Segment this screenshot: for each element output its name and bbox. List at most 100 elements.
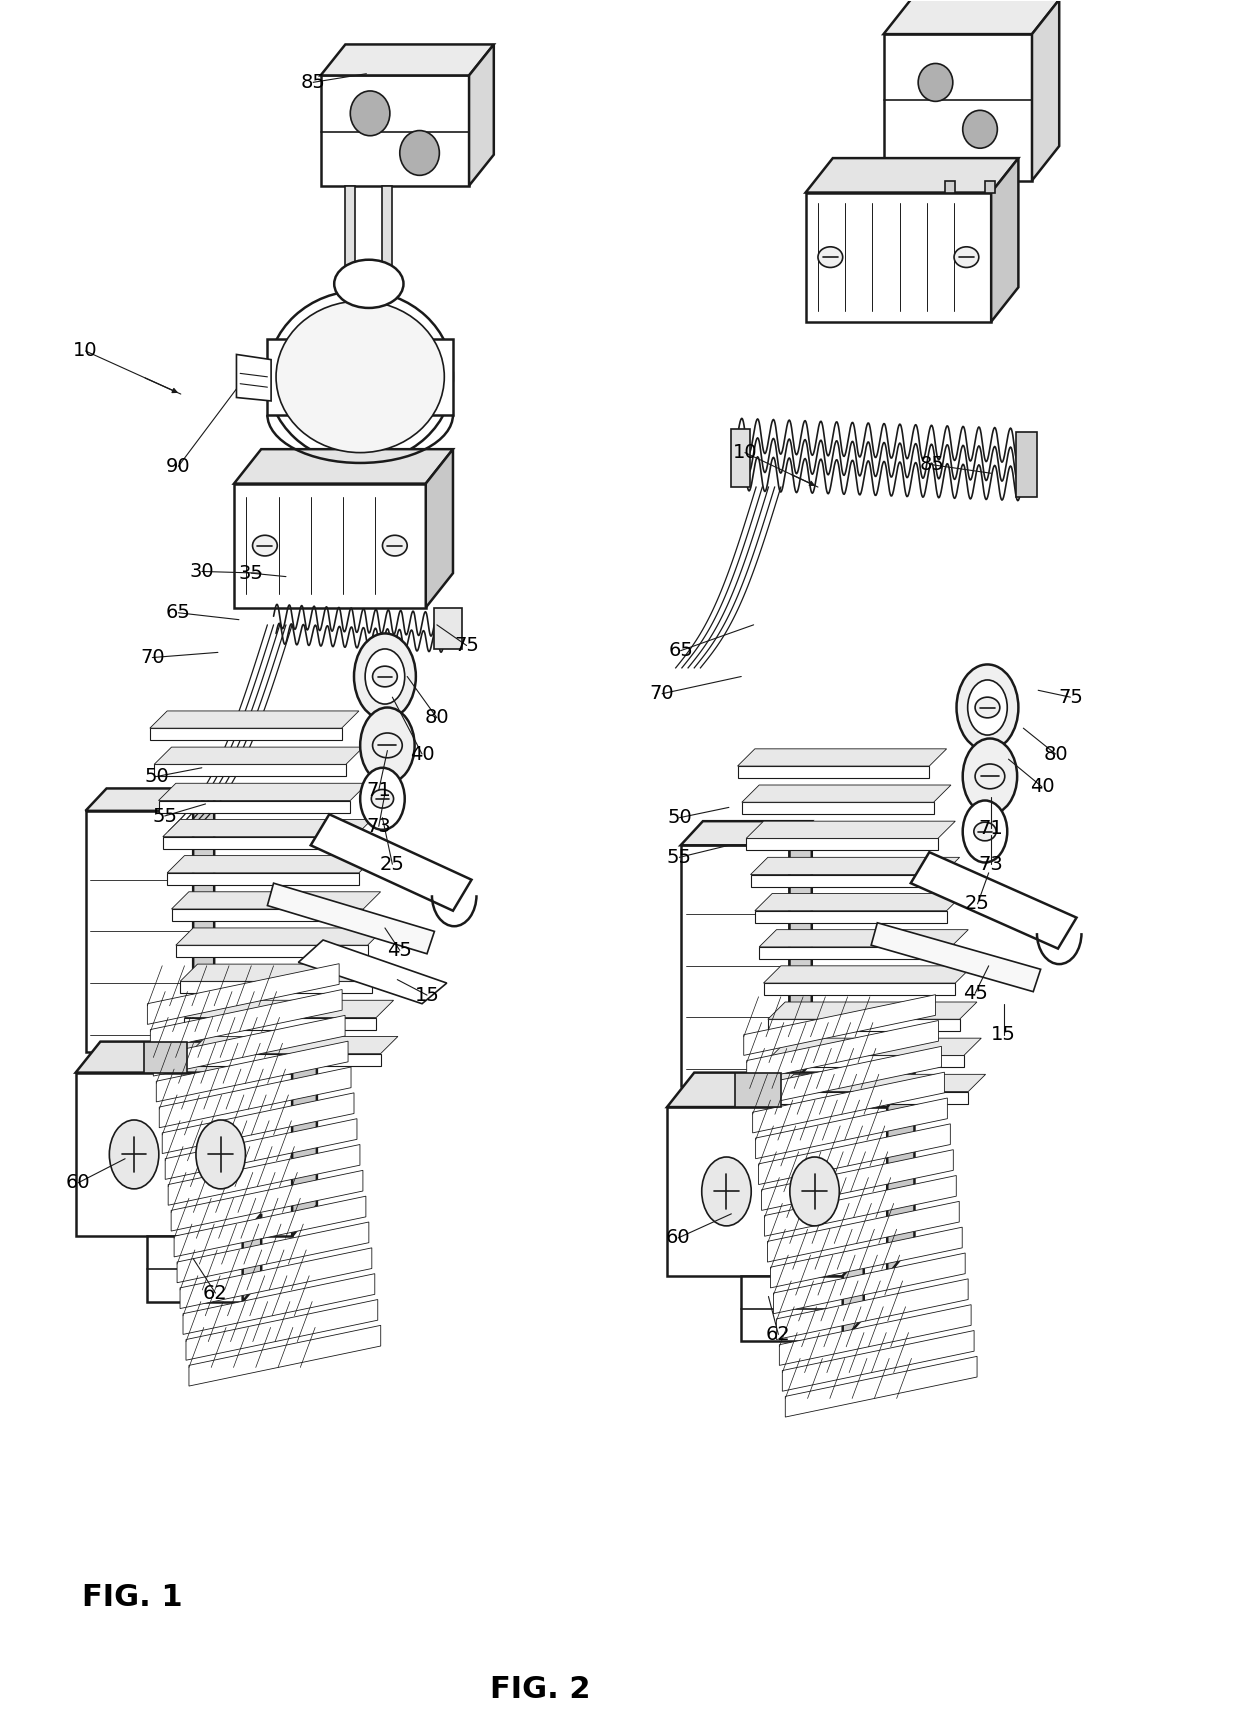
Ellipse shape (790, 1157, 839, 1226)
Polygon shape (165, 1120, 357, 1180)
Polygon shape (755, 894, 963, 911)
Polygon shape (759, 930, 968, 947)
Polygon shape (345, 186, 355, 293)
Polygon shape (991, 159, 1018, 323)
Polygon shape (742, 802, 934, 814)
Polygon shape (755, 1099, 947, 1159)
Ellipse shape (975, 764, 1004, 788)
Polygon shape (434, 607, 461, 649)
Ellipse shape (268, 292, 453, 462)
Polygon shape (910, 852, 1076, 949)
Polygon shape (180, 964, 389, 982)
Polygon shape (785, 1356, 977, 1416)
Text: 60: 60 (666, 1228, 691, 1247)
Text: 90: 90 (166, 457, 191, 476)
Polygon shape (776, 1278, 968, 1340)
Polygon shape (806, 159, 1018, 193)
Text: 65: 65 (166, 604, 191, 623)
Polygon shape (154, 747, 363, 764)
Polygon shape (750, 1047, 941, 1107)
Ellipse shape (350, 91, 389, 136)
Text: 50: 50 (145, 768, 170, 787)
Polygon shape (746, 1021, 939, 1082)
Polygon shape (293, 1042, 317, 1237)
Text: 70: 70 (650, 685, 675, 704)
Text: 75: 75 (454, 637, 479, 656)
Text: 80: 80 (1043, 745, 1068, 764)
Ellipse shape (918, 64, 952, 102)
Polygon shape (425, 448, 453, 607)
Polygon shape (156, 1042, 348, 1102)
Text: 62: 62 (766, 1325, 791, 1344)
Ellipse shape (360, 707, 414, 783)
Polygon shape (186, 1299, 378, 1361)
Polygon shape (884, 34, 1032, 181)
Text: 50: 50 (667, 809, 692, 828)
Polygon shape (171, 909, 363, 921)
Polygon shape (768, 1019, 960, 1032)
Text: 85: 85 (919, 455, 944, 474)
Polygon shape (321, 45, 494, 76)
Polygon shape (761, 1149, 954, 1211)
Text: 80: 80 (424, 709, 449, 728)
Ellipse shape (253, 535, 278, 555)
Polygon shape (884, 0, 1059, 34)
Polygon shape (744, 995, 935, 1056)
Text: 30: 30 (190, 562, 215, 581)
Polygon shape (180, 1247, 372, 1309)
Polygon shape (945, 181, 955, 193)
Text: 73: 73 (978, 854, 1003, 875)
Polygon shape (174, 1195, 366, 1258)
Polygon shape (193, 788, 215, 1052)
Ellipse shape (956, 664, 1018, 750)
Ellipse shape (962, 800, 1007, 862)
Text: 85: 85 (301, 72, 326, 91)
Polygon shape (144, 1042, 187, 1073)
Polygon shape (806, 193, 991, 323)
Polygon shape (776, 1092, 968, 1104)
Ellipse shape (371, 790, 393, 807)
Ellipse shape (967, 680, 1007, 735)
Polygon shape (171, 892, 381, 909)
Polygon shape (738, 766, 929, 778)
Ellipse shape (196, 1120, 246, 1189)
Polygon shape (311, 814, 471, 911)
Text: 55: 55 (667, 847, 692, 868)
Polygon shape (770, 1226, 962, 1289)
Text: 45: 45 (962, 983, 987, 1002)
Polygon shape (234, 448, 453, 483)
Ellipse shape (954, 247, 978, 267)
Ellipse shape (365, 649, 404, 704)
Polygon shape (843, 1252, 864, 1342)
Ellipse shape (973, 823, 996, 840)
Polygon shape (755, 911, 946, 923)
Polygon shape (154, 1016, 345, 1076)
Polygon shape (872, 923, 1040, 992)
Ellipse shape (962, 738, 1017, 814)
Polygon shape (234, 483, 425, 607)
Text: 70: 70 (140, 649, 165, 668)
Polygon shape (150, 728, 342, 740)
Ellipse shape (335, 260, 403, 309)
Polygon shape (162, 837, 355, 849)
Polygon shape (746, 821, 955, 838)
Polygon shape (176, 945, 367, 957)
Text: 40: 40 (1029, 778, 1054, 797)
Polygon shape (299, 940, 446, 1004)
Text: 62: 62 (203, 1283, 228, 1302)
Text: 73: 73 (366, 818, 391, 837)
Polygon shape (735, 1073, 781, 1107)
Polygon shape (159, 1068, 351, 1128)
Ellipse shape (818, 247, 843, 267)
Text: 25: 25 (965, 894, 990, 913)
Ellipse shape (277, 302, 444, 452)
Polygon shape (154, 764, 346, 776)
Polygon shape (1032, 0, 1059, 181)
Polygon shape (167, 873, 358, 885)
Polygon shape (742, 785, 951, 802)
Polygon shape (782, 1330, 975, 1392)
Polygon shape (667, 1073, 914, 1107)
Polygon shape (76, 1073, 293, 1237)
Text: 10: 10 (733, 443, 758, 462)
Polygon shape (188, 1054, 381, 1066)
